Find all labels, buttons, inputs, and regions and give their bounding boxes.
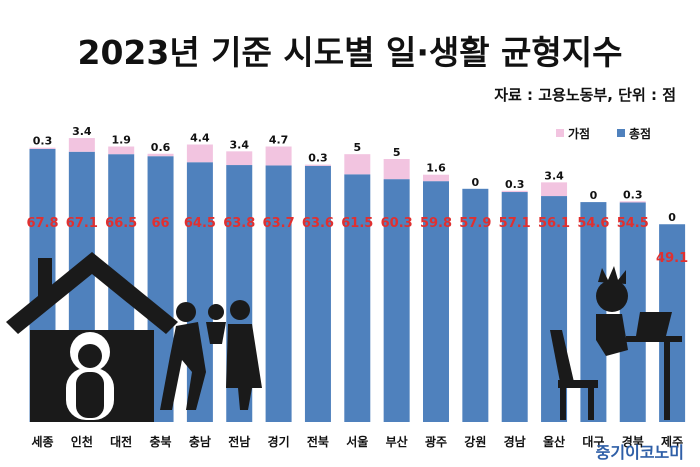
legend-swatch-총점 — [617, 129, 625, 137]
bar-total-서울 — [344, 174, 371, 422]
bonus-label-대구: 0 — [590, 189, 598, 202]
total-label-인천: 67.1 — [66, 216, 98, 231]
bar-total-경기 — [265, 165, 292, 423]
category-label-경기: 경기 — [268, 434, 290, 449]
total-label-충남: 64.5 — [184, 216, 216, 231]
bar-bonus-세종 — [29, 147, 56, 149]
bar-bonus-인천 — [68, 138, 95, 152]
bar-total-경남 — [501, 192, 528, 422]
bar-total-강원 — [462, 188, 489, 422]
legend-label-가점: 가점 — [568, 126, 590, 141]
category-label-대구: 대구 — [582, 435, 604, 449]
total-label-대전: 66.5 — [105, 216, 137, 231]
bar-bonus-경기 — [265, 146, 292, 166]
bar-bonus-충남 — [186, 144, 213, 163]
category-label-세종: 세종 — [31, 434, 53, 449]
category-label-울산: 울산 — [543, 434, 565, 449]
total-label-제주: 49.1 — [656, 251, 688, 266]
total-label-대구: 54.6 — [577, 216, 609, 231]
chart-title: 2023년 기준 시도별 일·생활 균형지수 — [77, 33, 623, 72]
total-label-전북: 63.6 — [302, 216, 334, 231]
bar-bonus-광주 — [423, 174, 449, 182]
legend-swatch-가점 — [556, 129, 564, 137]
legend-label-총점: 총점 — [629, 126, 651, 141]
bonus-label-인천: 3.4 — [72, 125, 92, 138]
desk-worker-illustration — [550, 266, 682, 420]
category-label-전북: 전북 — [307, 434, 329, 449]
bar-bonus-경북 — [619, 201, 646, 203]
brand-logo-text: 중기이코노미 — [595, 443, 684, 462]
bar-total-부산 — [383, 179, 410, 422]
bonus-label-부산: 5 — [393, 146, 401, 159]
total-label-전남: 63.8 — [223, 216, 255, 231]
category-label-충남: 충남 — [189, 434, 211, 449]
total-label-서울: 61.5 — [341, 216, 373, 231]
bonus-label-경남: 0.3 — [505, 178, 525, 191]
bar-total-전북 — [304, 165, 331, 422]
total-label-광주: 59.8 — [420, 216, 452, 231]
bonus-label-서울: 5 — [353, 141, 361, 154]
bar-total-광주 — [423, 181, 449, 422]
total-label-강원: 57.9 — [459, 216, 491, 231]
bonus-label-충남: 4.4 — [190, 131, 210, 144]
category-label-충북: 충북 — [150, 434, 172, 449]
total-label-경북: 54.5 — [617, 216, 649, 231]
total-label-세종: 67.8 — [26, 216, 58, 231]
house-family-illustration — [6, 252, 262, 422]
bonus-label-전북: 0.3 — [308, 152, 328, 165]
bar-bonus-울산 — [541, 182, 568, 197]
bar-bonus-충북 — [147, 153, 174, 157]
category-label-부산: 부산 — [386, 434, 408, 449]
category-label-광주: 광주 — [425, 434, 447, 449]
bonus-label-제주: 0 — [668, 211, 676, 224]
bar-bonus-부산 — [383, 158, 410, 180]
bonus-label-강원: 0 — [472, 176, 480, 189]
category-label-강원: 강원 — [464, 435, 486, 449]
category-label-전남: 전남 — [228, 434, 250, 449]
source-note: 자료 : 고용노동부, 단위 : 점 — [494, 86, 676, 104]
bar-bonus-대전 — [108, 146, 135, 155]
category-label-대전: 대전 — [110, 434, 132, 449]
bonus-label-경기: 4.7 — [269, 134, 289, 147]
bar-bonus-서울 — [344, 154, 371, 175]
category-label-서울: 서울 — [346, 434, 368, 449]
bonus-label-세종: 0.3 — [33, 135, 53, 148]
bonus-label-경북: 0.3 — [623, 188, 643, 201]
labels-group: 0.3 67.8 세종 3.4 67.1 인천 1.9 66.5 대전 0.6 66 충북 4.4 64.… — [26, 125, 688, 449]
bar-bonus-전남 — [226, 151, 253, 166]
bonus-label-울산: 3.4 — [544, 169, 564, 182]
total-label-부산: 60.3 — [381, 216, 413, 231]
category-label-경북: 경북 — [622, 435, 644, 449]
total-label-울산: 56.1 — [538, 216, 570, 231]
category-label-경남: 경남 — [504, 434, 526, 449]
total-label-경남: 57.1 — [499, 216, 531, 231]
total-label-경기: 63.7 — [263, 216, 295, 231]
category-label-인천: 인천 — [71, 434, 93, 449]
bonus-label-전남: 3.4 — [230, 138, 250, 151]
bonus-label-대전: 1.9 — [111, 134, 131, 147]
bar-bonus-경남 — [501, 190, 528, 193]
category-label-제주: 제주 — [661, 435, 683, 449]
total-label-충북: 66 — [152, 216, 170, 231]
bonus-label-광주: 1.6 — [426, 162, 446, 175]
bonus-label-충북: 0.6 — [151, 141, 171, 154]
bar-bonus-전북 — [304, 164, 331, 166]
